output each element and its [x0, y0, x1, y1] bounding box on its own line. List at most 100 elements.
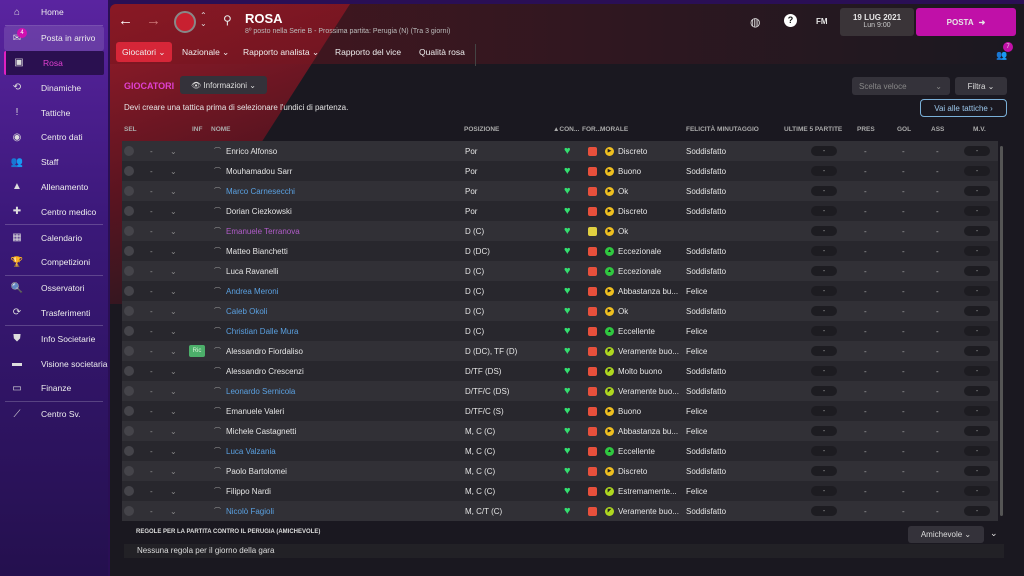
row-expand-chevron-icon[interactable]: ⌄	[170, 366, 177, 376]
quick-pick-dropdown[interactable]: Scelta veloce ⌄	[852, 77, 950, 95]
row-expand-chevron-icon[interactable]: ⌄	[170, 226, 177, 236]
select-checkbox[interactable]	[124, 166, 134, 176]
player-name[interactable]: Michele Castagnetti	[226, 426, 297, 436]
table-row[interactable]: - ⌄ ⌒ Leonardo Sernicola D/TF/C (DS) ♥ ◤ Verame…	[122, 381, 998, 401]
player-name[interactable]: Dorian Ciezkowski	[226, 206, 292, 216]
row-expand-chevron-icon[interactable]: ⌄	[170, 206, 177, 216]
sidebar-item-visione-societaria[interactable]: ▬ Visione societaria	[0, 351, 108, 376]
player-name[interactable]: Nicolò Fagioli	[226, 506, 275, 516]
player-name[interactable]: Luca Ravanelli	[226, 266, 279, 276]
column-header-happiness[interactable]: FELICITÀ MINUTAGGIO	[686, 126, 759, 133]
go-to-tactics-button[interactable]: Vai alle tattiche ›	[920, 99, 1007, 117]
tab-0[interactable]: Giocatori ⌄	[116, 42, 172, 62]
table-row[interactable]: - ⌄ ⌒ Christian Dalle Mura D (C) ♥ ▲ Eccellente…	[122, 321, 998, 341]
collapse-icon[interactable]: ⌄	[990, 528, 998, 538]
table-row[interactable]: - ⌄ ⌒ Matteo Bianchetti D (DC) ♥ ▲ Eccezionale S…	[122, 241, 998, 261]
column-header-assists[interactable]: ASS	[931, 126, 945, 133]
row-expand-chevron-icon[interactable]: ⌄	[170, 326, 177, 336]
column-header-name[interactable]: NOME	[211, 126, 231, 133]
column-header-morale[interactable]: MORALE	[600, 126, 629, 133]
player-name[interactable]: Alessandro Fiordaliso	[226, 346, 303, 356]
select-checkbox[interactable]	[124, 506, 134, 516]
view-dropdown[interactable]: 👁 Informazioni ⌄	[180, 76, 267, 94]
table-row[interactable]: - ⌄ ⌒ Enrico Alfonso Por ♥ ▶ Discreto Soddisfatt…	[122, 141, 998, 161]
tab-1[interactable]: Nazionale ⌄	[182, 46, 230, 57]
column-header-rating[interactable]: M.V.	[973, 126, 986, 133]
table-row[interactable]: - ⌄ ⌒ Nicolò Fagioli M, C/T (C) ♥ ◤ Veramente b…	[122, 501, 998, 521]
table-row[interactable]: - ⌄ ⌒ Emanuele Terranova D (C) ♥ ▶ Ok - - - - -	[122, 221, 998, 241]
table-row[interactable]: - ⌄ ⌒ Luca Valzania M, C (C) ♥ ▲ Eccellente Sodd…	[122, 441, 998, 461]
row-expand-chevron-icon[interactable]: ⌄	[170, 486, 177, 496]
club-switch-icon[interactable]: ⌃ ⌄	[200, 11, 207, 28]
notifications-icon[interactable]: 👥	[996, 50, 1008, 60]
player-name[interactable]: Luca Valzania	[226, 446, 276, 456]
sidebar-item-trasferimenti[interactable]: ⟳ Trasferimenti	[0, 301, 108, 326]
select-checkbox[interactable]	[124, 486, 134, 496]
player-name[interactable]: Marco Carnesecchi	[226, 186, 295, 196]
column-header-sel[interactable]: SEL	[124, 126, 137, 133]
table-scrollbar[interactable]	[1000, 146, 1003, 516]
continue-button[interactable]: POSTA ➜	[916, 8, 1016, 36]
column-header-inf[interactable]: INF	[192, 126, 203, 133]
sidebar-item-allenamento[interactable]: ▲ Allenamento	[0, 175, 108, 200]
player-name[interactable]: Alessandro Crescenzi	[226, 366, 304, 376]
column-header-apps[interactable]: PRES	[857, 126, 875, 133]
club-badge[interactable]	[174, 11, 196, 33]
select-checkbox[interactable]	[124, 326, 134, 336]
sidebar-item-info-societarie[interactable]: ⛊ Info Societarie	[0, 326, 108, 351]
sidebar-item-staff[interactable]: 👥 Staff	[0, 150, 108, 175]
tab-3[interactable]: Rapporto del vice	[335, 47, 402, 57]
player-name[interactable]: Emanuele Valeri	[226, 406, 285, 416]
row-expand-chevron-icon[interactable]: ⌄	[170, 446, 177, 456]
select-checkbox[interactable]	[124, 426, 134, 436]
row-expand-chevron-icon[interactable]: ⌄	[170, 506, 177, 516]
sidebar-item-tattiche[interactable]: ! Tattiche	[0, 100, 108, 125]
select-checkbox[interactable]	[124, 386, 134, 396]
back-icon[interactable]: ←	[118, 12, 133, 29]
select-checkbox[interactable]	[124, 146, 134, 156]
row-expand-chevron-icon[interactable]: ⌄	[170, 466, 177, 476]
table-row[interactable]: - ⌄ ⌒ Luca Ravanelli D (C) ♥ ▲ Eccezionale Soddi…	[122, 261, 998, 281]
sidebar-item-competizioni[interactable]: 🏆 Competizioni	[0, 250, 108, 275]
tab-4[interactable]: Qualità rosa	[419, 47, 465, 57]
select-checkbox[interactable]	[124, 466, 134, 476]
sidebar-item-centro-dati[interactable]: ◉ Centro dati	[0, 125, 108, 150]
select-checkbox[interactable]	[124, 446, 134, 456]
forward-icon[interactable]: →	[146, 12, 161, 29]
sidebar-item-osservatori[interactable]: 🔍 Osservatori	[0, 276, 108, 301]
select-checkbox[interactable]	[124, 346, 134, 356]
tab-2[interactable]: Rapporto analista ⌄	[243, 46, 320, 57]
player-name[interactable]: Paolo Bartolomei	[226, 466, 287, 476]
filter-button[interactable]: Filtra ⌄	[955, 77, 1007, 95]
player-name[interactable]: Christian Dalle Mura	[226, 326, 299, 336]
column-header-position[interactable]: POSIZIONE	[464, 126, 500, 133]
table-row[interactable]: - ⌄ ⌒ Paolo Bartolomei M, C (C) ♥ ▶ Discreto Sod…	[122, 461, 998, 481]
player-name[interactable]: Leonardo Sernicola	[226, 386, 296, 396]
sidebar-item-rosa[interactable]: ▣ Rosa	[4, 50, 104, 76]
column-header-goals[interactable]: GOL	[897, 126, 912, 133]
row-expand-chevron-icon[interactable]: ⌄	[170, 386, 177, 396]
player-name[interactable]: Enrico Alfonso	[226, 146, 278, 156]
sidebar-item-calendario[interactable]: ▦ Calendario	[0, 225, 108, 250]
select-checkbox[interactable]	[124, 366, 134, 376]
player-name[interactable]: Mouhamadou Sarr	[226, 166, 293, 176]
globe-icon[interactable]: ◍	[750, 15, 761, 29]
row-expand-chevron-icon[interactable]: ⌄	[170, 246, 177, 256]
select-checkbox[interactable]	[124, 206, 134, 216]
search-icon[interactable]: ⚲	[223, 13, 232, 27]
row-expand-chevron-icon[interactable]: ⌄	[170, 186, 177, 196]
column-header-last5[interactable]: ULTIME 5 PARTITE	[784, 126, 843, 133]
fm-menu-button[interactable]: FM	[816, 17, 828, 26]
table-row[interactable]: - ⌄ ⌒ Filippo Nardi M, C (C) ♥ ◤ Estremamente..…	[122, 481, 998, 501]
row-expand-chevron-icon[interactable]: ⌄	[170, 426, 177, 436]
table-row[interactable]: - ⌄ ⌒ Emanuele Valeri D/TF/C (S) ♥ ▶ Buono Felic…	[122, 401, 998, 421]
sidebar-item-home[interactable]: ⌂ Home	[0, 0, 108, 25]
row-expand-chevron-icon[interactable]: ⌄	[170, 166, 177, 176]
player-name[interactable]: Filippo Nardi	[226, 486, 271, 496]
row-expand-chevron-icon[interactable]: ⌄	[170, 266, 177, 276]
select-checkbox[interactable]	[124, 406, 134, 416]
player-name[interactable]: Andrea Meroni	[226, 286, 279, 296]
player-name[interactable]: Matteo Bianchetti	[226, 246, 288, 256]
table-row[interactable]: - ⌄ ⌒ Marco Carnesecchi Por ♥ ▶ Ok Soddisfatto - -…	[122, 181, 998, 201]
row-expand-chevron-icon[interactable]: ⌄	[170, 306, 177, 316]
